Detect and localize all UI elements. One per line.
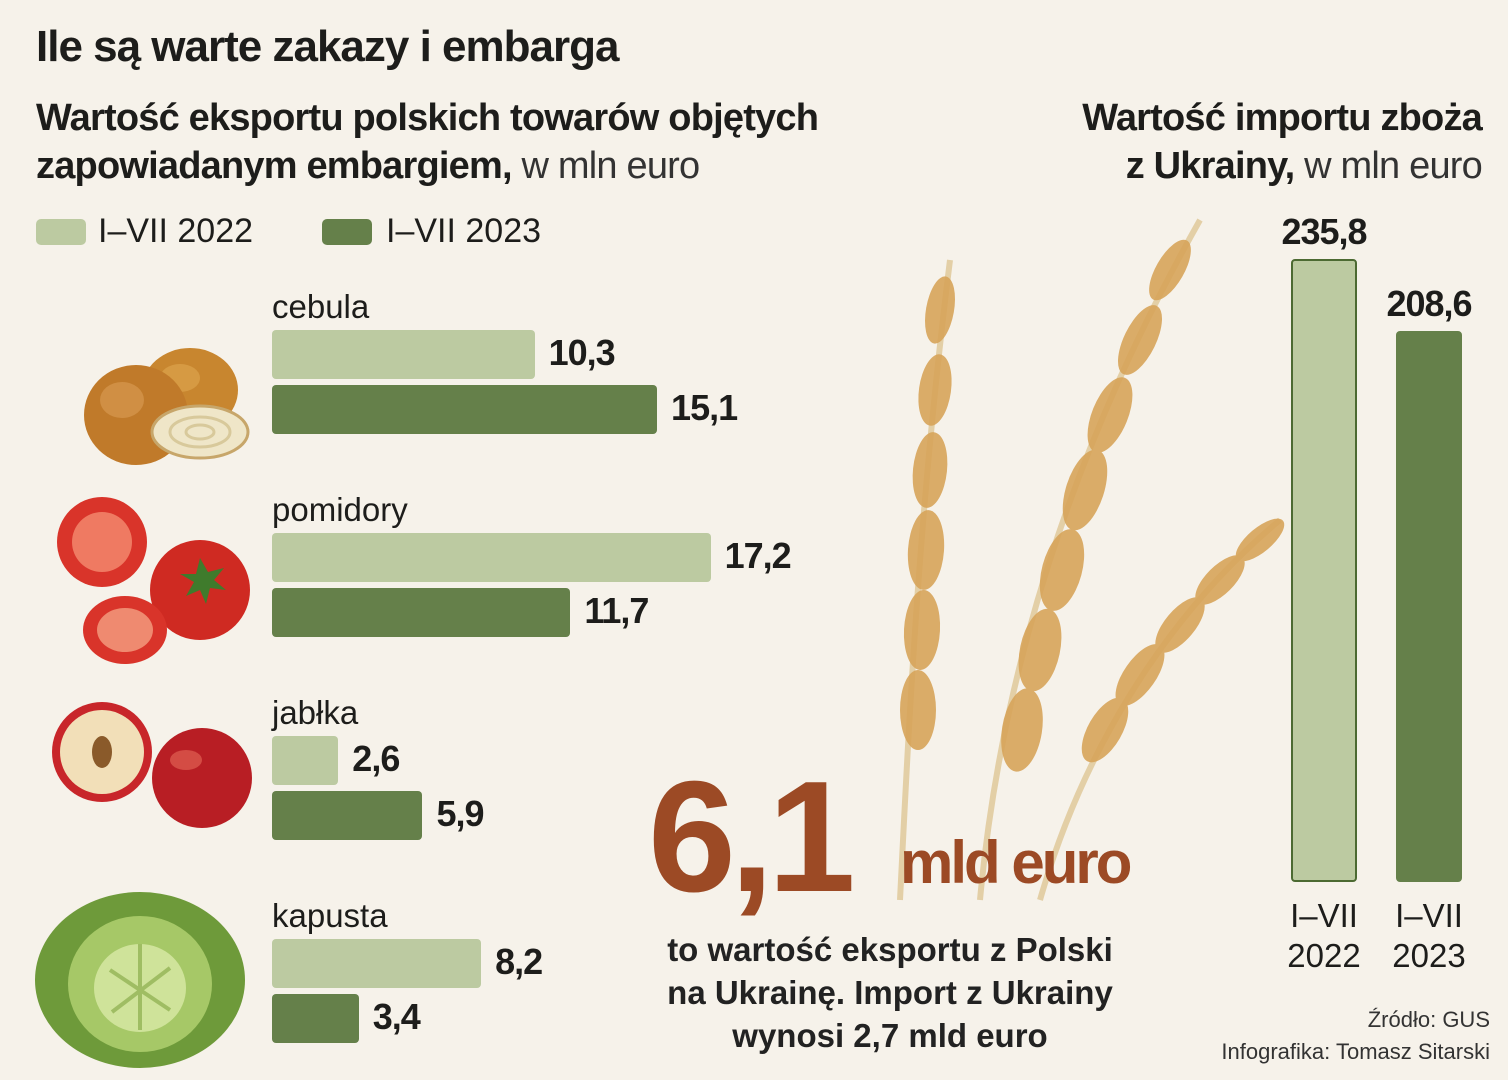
highlight-number: 6,1 <box>648 749 856 925</box>
bar <box>272 791 423 840</box>
bar-value-label: 208,6 <box>1386 283 1472 325</box>
bar-value-label: 5,9 <box>436 793 484 834</box>
category-label: kapusta <box>272 897 388 934</box>
highlight-description: to wartość eksportu z Polski na Ukrainę.… <box>640 928 1140 1057</box>
bar-value-label: 10,3 <box>548 332 616 373</box>
bar-value-label: 8,2 <box>495 941 543 982</box>
bar <box>272 994 359 1043</box>
category-label: jabłka <box>272 694 359 731</box>
import-subtitle-line1: Wartość importu zboża <box>1082 97 1483 139</box>
bar-value-label: 15,1 <box>671 387 738 428</box>
legend-swatch-2023 <box>322 219 372 245</box>
credit-label: Infografika: Tomasz Sitarski <box>1221 1039 1490 1064</box>
bar-value-label: 17,2 <box>724 535 792 576</box>
bar-value-label: 235,8 <box>1281 211 1367 253</box>
infographic-title: Ile są warte zakazy i embarga <box>36 22 619 71</box>
export-subtitle-unit: w mln euro <box>511 145 701 187</box>
bar <box>1396 331 1462 882</box>
x-tick-label: I–VII 2022 <box>1287 897 1361 974</box>
source-label: Źródło: GUS <box>1367 1007 1490 1032</box>
cabbage-icon <box>35 892 245 1068</box>
import-subtitle: Wartość importu zboża z Ukrainy, w mln e… <box>1082 94 1483 190</box>
highlight-desc-line3: wynosi 2,7 mld euro <box>732 1017 1048 1054</box>
import-subtitle-line2: z Ukrainy, <box>1125 145 1296 187</box>
category-label: cebula <box>272 288 370 325</box>
bar-value-label: 2,6 <box>352 738 400 779</box>
wheat-icon <box>897 218 1285 901</box>
tomato-icon <box>57 497 250 664</box>
export-subtitle-line1: Wartość eksportu polskich towarów objęty… <box>36 97 819 139</box>
bar-value-label: 3,4 <box>372 996 421 1037</box>
highlight-desc-line2: na Ukrainę. Import z Ukrainy <box>667 974 1113 1011</box>
highlight-unit: mld euro <box>900 829 1132 896</box>
highlight-desc-line1: to wartość eksportu z Polski <box>667 931 1113 968</box>
bar-value-label: 11,7 <box>584 590 649 631</box>
bar <box>1291 259 1357 882</box>
bar <box>272 385 658 434</box>
legend-label-2023: I–VII 2023 <box>386 212 542 250</box>
bar <box>272 939 482 988</box>
bar <box>272 533 711 582</box>
source-block: Źródło: GUS Infografika: Tomasz Sitarski <box>1221 1004 1490 1068</box>
export-subtitle: Wartość eksportu polskich towarów objęty… <box>36 94 819 190</box>
category-label: pomidory <box>272 491 408 528</box>
bar <box>272 736 339 785</box>
legend-swatch-2022 <box>36 219 86 245</box>
x-tick-label: I–VII 2023 <box>1392 897 1466 974</box>
legend-label-2022: I–VII 2022 <box>98 212 254 250</box>
import-subtitle-unit: w mln euro <box>1294 145 1483 187</box>
bar <box>272 588 571 637</box>
bar <box>272 330 535 379</box>
export-subtitle-line2: zapowiadanym embargiem, <box>36 145 513 187</box>
apple-icon <box>52 702 252 828</box>
onion-icon <box>84 348 250 465</box>
